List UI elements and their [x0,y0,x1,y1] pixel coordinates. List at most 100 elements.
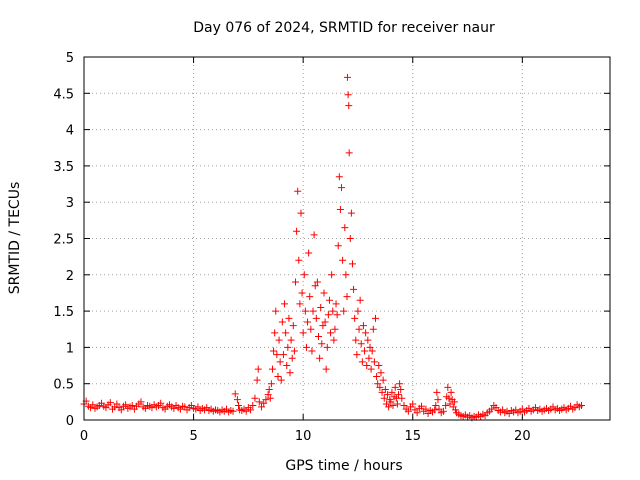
data-point [422,405,430,413]
data-point [302,343,310,351]
data-point [345,102,353,110]
data-point [297,209,305,217]
data-point [447,388,455,396]
y-tick-label: 5 [66,51,74,66]
data-point [274,372,282,380]
data-point [368,347,376,355]
data-point [106,399,114,407]
data-point [309,307,317,315]
data-point [267,380,275,388]
data-point [341,224,349,232]
data-point [249,401,257,409]
data-point [247,406,255,414]
data-point [346,235,354,242]
data-point [324,311,332,319]
data-point [351,314,359,322]
data-point [413,409,421,417]
data-point [298,289,306,297]
data-point [396,380,404,388]
data-point [318,340,326,348]
data-point [375,362,383,370]
data-point [397,386,405,394]
x-tick-label: 15 [404,429,421,444]
data-point [287,336,295,344]
data-point [446,400,454,408]
data-point [270,347,278,355]
data-point [439,407,447,415]
data-point [444,383,452,391]
data-point [233,396,241,404]
data-point [288,354,296,362]
data-point [333,311,341,319]
data-point [359,322,367,330]
x-tick-label: 20 [514,429,531,444]
data-point [286,369,294,377]
data-point [327,329,335,337]
x-tick-label: 0 [80,429,88,444]
data-point [332,300,340,308]
y-tick-label: 2.5 [53,233,74,248]
data-point [291,278,299,286]
data-point [299,329,307,337]
data-point [433,388,441,396]
data-point [379,376,387,384]
axis-ticks [83,56,610,421]
data-point [311,282,319,290]
data-point [290,347,298,355]
data-point [300,271,308,279]
data-point [488,405,496,413]
data-point [451,406,459,414]
y-tick-label: 4.5 [53,87,74,102]
data-point [362,329,370,337]
data-point [342,271,350,279]
data-point [367,365,375,373]
data-point [373,372,381,380]
data-point [313,278,321,286]
data-point [366,343,374,351]
data-point [380,394,388,402]
data-point [338,184,346,192]
data-point [395,391,403,399]
data-point [268,365,276,373]
data-point [279,351,287,359]
data-point [322,365,330,373]
data-point [378,388,386,396]
data-point [242,407,250,415]
data-point [370,358,378,366]
data-point [450,398,458,406]
data-point [301,307,309,315]
data-point [266,394,274,402]
data-point [330,336,338,344]
data-point [434,396,442,404]
data-point [344,91,352,99]
data-point [387,398,395,406]
data-point [296,300,304,308]
y-tick-label: 1.5 [53,305,74,320]
y-axis-title: SRMTID / TECUs [7,182,23,295]
data-point [316,354,324,362]
data-point [117,406,125,414]
data-point [262,396,270,404]
data-point [381,386,389,394]
data-point [385,403,393,411]
data-point [376,383,384,391]
data-point [418,402,426,410]
data-point [335,173,343,181]
data-point [320,289,328,297]
data-point [578,401,586,409]
data-point [389,401,397,409]
data-point [265,386,273,394]
data-point [442,401,450,409]
data-point [113,400,121,408]
data-point [353,351,361,359]
data-point [293,227,301,235]
data-point [343,73,351,81]
data-point [329,307,337,315]
data-point [365,354,373,362]
data-point [400,401,408,409]
data-point [343,293,351,301]
data-point [432,401,440,409]
data-point [340,307,348,315]
data-point [404,407,412,415]
